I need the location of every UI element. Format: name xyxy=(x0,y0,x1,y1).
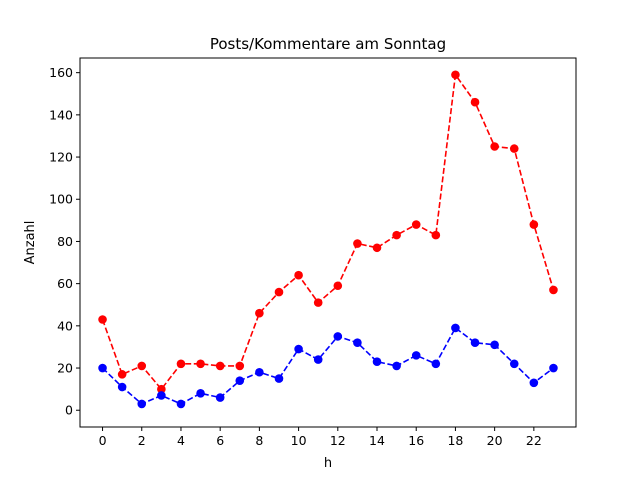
series-1-point xyxy=(255,367,264,377)
x-tick-label: 14 xyxy=(369,433,385,448)
y-tick-label: 20 xyxy=(57,361,73,376)
y-tick-label: 80 xyxy=(57,234,73,249)
x-tick-label: 20 xyxy=(487,433,503,448)
series-0-point xyxy=(392,230,401,240)
series-0-point xyxy=(137,361,147,371)
series-1-point xyxy=(117,382,127,392)
series-1-point xyxy=(353,338,362,348)
series-0-point xyxy=(490,142,499,151)
series-0-point xyxy=(372,243,382,253)
y-tick-label: 60 xyxy=(57,276,73,291)
series-0-point xyxy=(196,359,205,369)
series-0-point xyxy=(98,315,107,324)
x-tick-label: 12 xyxy=(330,433,346,448)
series-0-point xyxy=(176,359,186,369)
series-1-point xyxy=(98,363,107,373)
x-tick-label: 0 xyxy=(99,433,107,448)
x-tick-label: 8 xyxy=(255,433,263,448)
x-tick-label: 16 xyxy=(408,433,424,448)
series-0-point xyxy=(431,230,441,240)
series-1-point xyxy=(215,393,225,402)
series-0-point xyxy=(509,144,519,153)
x-tick-label: 18 xyxy=(447,433,463,448)
series-1-line xyxy=(101,326,554,405)
series-0-point xyxy=(294,270,303,280)
series-1-point xyxy=(274,374,284,383)
x-tick-label: 6 xyxy=(216,433,224,448)
series-0-point xyxy=(353,239,362,248)
x-tick-label: 4 xyxy=(177,433,185,448)
series-0-point xyxy=(235,361,245,371)
x-tick-label: 10 xyxy=(291,433,307,448)
series-1-point xyxy=(157,391,166,400)
series-0-point xyxy=(313,298,323,307)
series-0-point xyxy=(411,220,421,229)
x-axis: 0 2 4 6 8 10 12 14 16 18 20 22 xyxy=(99,427,542,448)
x-tick-label: 2 xyxy=(138,433,146,448)
series-1-point xyxy=(509,359,519,369)
series-1-point xyxy=(235,376,245,385)
series-0-point xyxy=(470,97,480,107)
series-1-point xyxy=(529,378,539,388)
series-0-point xyxy=(117,370,127,379)
series-1-point xyxy=(451,323,460,333)
series-1-point xyxy=(411,351,421,360)
series-1-point xyxy=(313,355,323,364)
series-1-point xyxy=(431,359,441,369)
series-0-point xyxy=(549,285,558,295)
y-tick-label: 140 xyxy=(49,107,73,122)
series-0-point xyxy=(255,308,264,318)
series-1-point xyxy=(549,363,558,373)
series-1-point xyxy=(490,340,499,350)
x-axis-label: h xyxy=(324,456,332,471)
series-0-point xyxy=(157,384,166,394)
y-axis-label: Anzahl xyxy=(23,221,38,265)
series-1-point xyxy=(137,399,147,409)
y-tick-label: 0 xyxy=(65,403,73,418)
series-1-point xyxy=(333,332,343,341)
y-tick-label: 120 xyxy=(49,150,73,165)
axes-frame xyxy=(79,57,577,428)
series-1-point xyxy=(392,361,401,371)
plot-area xyxy=(98,70,558,409)
series-0-point xyxy=(529,220,539,229)
chart-title: Posts/Kommentare am Sonntag xyxy=(210,35,446,53)
series-0-point xyxy=(451,70,460,80)
series-1-point xyxy=(470,338,480,348)
series-1-point xyxy=(176,399,186,409)
series-1-point xyxy=(196,389,205,398)
series-0-point xyxy=(215,361,225,371)
series-0-line xyxy=(101,72,555,391)
series-0-point xyxy=(333,281,343,291)
y-tick-label: 160 xyxy=(49,65,73,80)
y-axis: 0 20 40 60 80 100 120 140 160 xyxy=(49,65,80,418)
y-tick-label: 40 xyxy=(57,318,73,333)
series-1-point xyxy=(372,357,382,367)
series-0-point xyxy=(274,287,284,297)
x-tick-label: 22 xyxy=(526,433,542,448)
series-1-point xyxy=(294,344,303,354)
y-tick-label: 100 xyxy=(49,192,73,207)
